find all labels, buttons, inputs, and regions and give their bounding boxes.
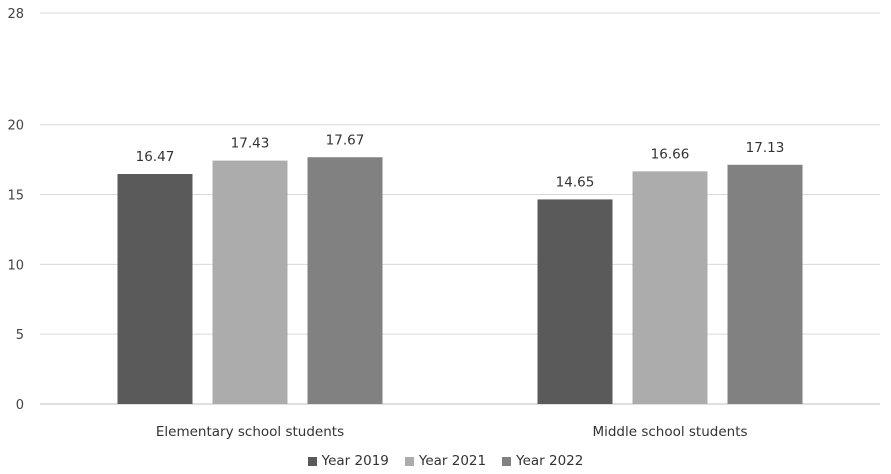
data-labels: 16.47 17.43 17.67 14.65 16.66 17.13 (136, 132, 785, 190)
category-label: Middle school students (592, 424, 747, 440)
data-label: 17.43 (231, 136, 270, 152)
y-tick-label: 20 (7, 119, 24, 134)
legend-swatch-1 (404, 456, 414, 466)
bar (117, 174, 193, 404)
y-tick-label: 5 (16, 328, 24, 343)
x-axis-categories: Elementary school students Middle school … (156, 424, 748, 440)
y-axis-ticks: 0 5 10 15 20 28 (7, 7, 24, 413)
y-tick-label: 10 (7, 258, 24, 273)
legend-item-0: Year 2019 (307, 453, 389, 469)
bar (212, 160, 288, 404)
legend-label-2: Year 2022 (516, 453, 584, 469)
bar (632, 171, 708, 404)
legend: Year 2019 Year 2021 Year 2022 (0, 453, 891, 469)
bar (727, 164, 803, 404)
legend-label-0: Year 2019 (321, 453, 389, 469)
y-tick-label: 28 (7, 7, 24, 22)
legend-item-2: Year 2022 (502, 453, 583, 469)
y-tick-label: 0 (16, 398, 24, 413)
bar (307, 157, 383, 404)
data-label: 14.65 (556, 174, 595, 190)
data-label: 17.67 (326, 132, 365, 148)
data-label: 16.66 (651, 146, 690, 162)
data-label: 17.13 (746, 140, 785, 156)
legend-item-1: Year 2021 (404, 453, 487, 469)
legend-swatch-0 (307, 456, 317, 466)
data-label: 16.47 (136, 149, 175, 165)
bar (537, 199, 613, 404)
legend-swatch-2 (502, 456, 512, 466)
bar-chart: 0 5 10 15 20 28 16.47 17.43 17.67 14.65 16.66 17.1… (7, 7, 880, 440)
legend-label-1: Year 2021 (418, 453, 487, 469)
bars (117, 157, 803, 404)
category-label: Elementary school students (156, 424, 344, 440)
y-tick-label: 15 (7, 189, 24, 204)
